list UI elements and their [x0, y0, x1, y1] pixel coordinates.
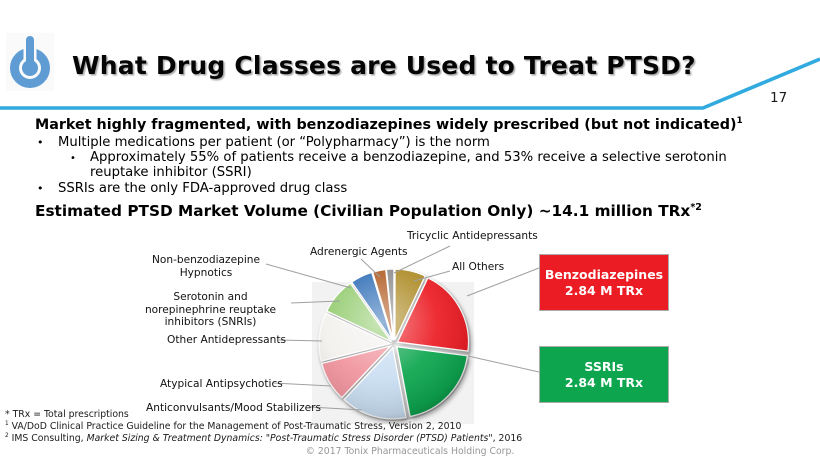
leader-benzo-callout: [466, 267, 540, 297]
label-other-antidepressants: Other Antidepressants: [167, 334, 287, 346]
subbullet-percentages-text: Approximately 55% of patients receive a …: [90, 150, 727, 165]
copyright-line: © 2017 Tonix Pharmaceuticals Holding Cor…: [305, 446, 515, 457]
bullet-polypharmacy: • Multiple medications per patient (or “P…: [37, 135, 490, 150]
label-non-benzodiazepine-hypnotics: Non-benzodiazepine Hypnotics: [151, 254, 261, 279]
benzo-callout-name: Benzodiazepines: [544, 266, 664, 282]
heading2-text: Estimated PTSD Market Volume (Civilian P…: [35, 202, 691, 221]
footnote-1-marker: 1: [5, 421, 9, 427]
chart-title: Estimated PTSD Market Volume (Civilian P…: [35, 202, 702, 220]
subbullet-percentages-text2: reuptake inhibitor (SSRI): [90, 165, 252, 180]
logo-center-dot: [22, 60, 38, 76]
ssri-callout-value: 2.84 M TRx: [564, 374, 644, 390]
leader-tricyclic: [393, 245, 451, 274]
label-atypical-antipsychotics: Atypical Antipsychotics: [160, 378, 283, 390]
heading2-footnote-ref: *2: [690, 202, 702, 213]
leader-other-antidepressants: [278, 339, 323, 342]
leader-ssri-callout: [467, 355, 540, 373]
leader-lines: [265, 245, 540, 411]
leader-non-benzo: [265, 263, 352, 289]
footnote-1: 1 VA/DoD Clinical Practice Guideline for…: [5, 421, 461, 432]
page-number: 17: [770, 90, 788, 106]
benzodiazepines-callout-box: Benzodiazepines 2.84 M TRx: [539, 254, 669, 311]
subbullet-percentages: • Approximately 55% of patients receive a…: [70, 150, 727, 166]
label-all-others: All Others: [452, 261, 505, 273]
subbullet-percentages-wrap: reuptake inhibitor (SSRI): [90, 165, 252, 180]
footnote-2-suffix: , 2016: [492, 433, 523, 445]
ssris-callout-box: SSRIs 2.84 M TRx: [539, 346, 669, 403]
footnote-1-text: VA/DoD Clinical Practice Guideline for t…: [11, 421, 462, 433]
leader-adrenergic: [360, 258, 381, 278]
heading1-footnote-ref: 1: [736, 116, 743, 126]
label-snris: Serotonin and norepinephrine reuptake in…: [144, 291, 277, 328]
leader-all-others: [413, 270, 451, 282]
footnote-2-prefix: IMS Consulting,: [11, 433, 87, 445]
bullet-marker: •: [37, 182, 44, 195]
header-accent-line: [0, 57, 820, 110]
benzo-callout-value: 2.84 M TRx: [564, 282, 644, 298]
leader-anticonvulsants: [309, 406, 363, 411]
leader-atypical: [272, 382, 332, 387]
ssri-callout-name: SSRIs: [584, 358, 624, 374]
bullet-fda-text: SSRIs are the only FDA-approved drug cla…: [58, 181, 348, 196]
slide-title: What Drug Classes are Used to Treat PTSD…: [72, 51, 696, 80]
label-adrenergic-agents: Adrenergic Agents: [310, 246, 408, 258]
bullet-marker: •: [70, 153, 76, 164]
bullet-fda: • SSRIs are the only FDA-approved drug cl…: [37, 181, 347, 196]
company-logo: [6, 33, 54, 91]
bullet-polypharmacy-text: Multiple medications per patient (or “Po…: [58, 135, 490, 150]
section-heading-market: Market highly fragmented, with benzodiaz…: [35, 116, 743, 133]
footnote-2: 2 IMS Consulting, Market Sizing & Treatm…: [5, 433, 522, 444]
bullet-marker: •: [37, 136, 44, 149]
footnote-2-marker: 2: [5, 433, 9, 439]
label-anticonvulsants-mood-stabilizers: Anticonvulsants/Mood Stabilizers: [146, 402, 322, 414]
footnote-2-italic: Market Sizing & Treatment Dynamics: "Pos…: [86, 433, 493, 445]
leader-snri: [290, 300, 341, 304]
heading1-text: Market highly fragmented, with benzodiaz…: [35, 116, 737, 133]
footnote-trx: * TRx = Total prescriptions: [5, 409, 129, 420]
label-tricyclic-antidepressants: Tricyclic Antidepressants: [407, 230, 538, 242]
